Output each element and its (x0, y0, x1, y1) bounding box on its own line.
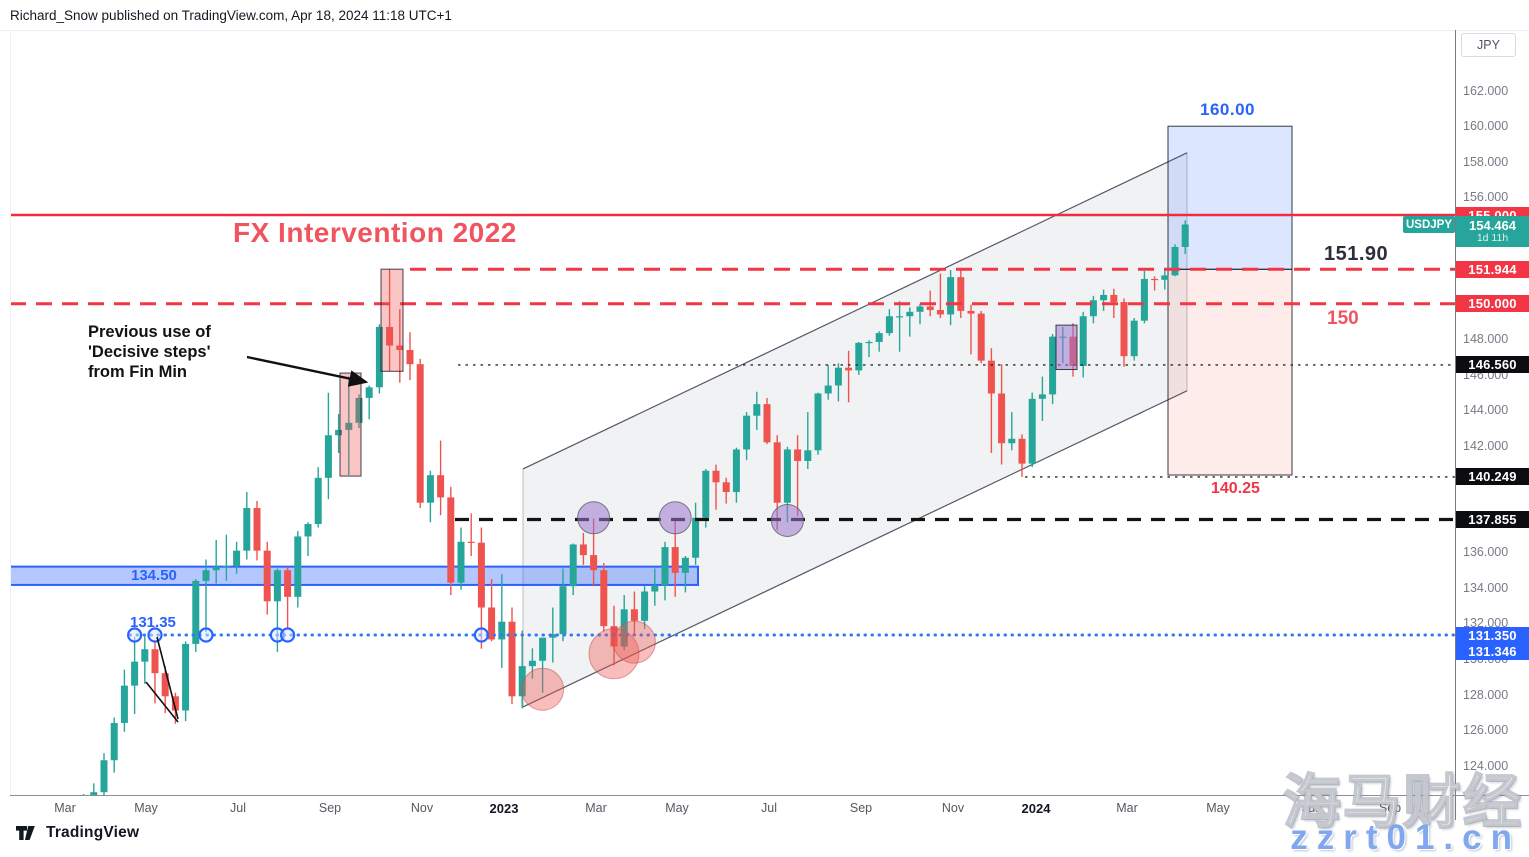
watermark-cjk: 海马财经 (1282, 769, 1523, 836)
last-price-value: 154.464 (1469, 217, 1516, 233)
last-price-badge: 154.464 1d 11h (1456, 216, 1529, 248)
target-160-label: 160.00 (1200, 100, 1255, 119)
price-level-badge-131.350: 131.350 (1456, 626, 1529, 644)
bar-countdown: 1d 11h (1476, 231, 1509, 244)
note-arrow (246, 355, 369, 387)
price-tick-label: 156.000 (1463, 190, 1509, 205)
level-140-25-label: 140.25 (1211, 480, 1260, 497)
price-tick-label: 124.000 (1463, 758, 1509, 773)
symbol-flag-usdjpy: USDJPY (1403, 216, 1455, 234)
time-axis-label: Jul (1302, 801, 1318, 815)
price-axis[interactable]: 162.000160.000158.000156.000154.000152.0… (1455, 30, 1529, 820)
price-chart-pane[interactable] (0, 30, 1529, 820)
blue-circle-marker (147, 627, 163, 643)
blue-circle-marker (280, 627, 296, 643)
price-tick-label: 160.000 (1463, 119, 1509, 134)
time-axis[interactable]: Mar May Jul Sep Nov 2023 Mar May Jul Sep Nov 2024 Ma… (0, 795, 1529, 821)
wedge-line (156, 636, 179, 720)
purple-circle-marker (770, 503, 804, 537)
demand-band-134-50 (10, 565, 699, 586)
risk-zone-140-25 (1167, 268, 1293, 476)
blue-circle-marker (198, 627, 214, 643)
fx-intervention-label: FX Intervention 2022 (233, 217, 517, 248)
time-axis-label: Nov (941, 801, 965, 815)
watermark-site: zzrt01.cn (1290, 818, 1521, 857)
time-axis-line (10, 795, 1529, 796)
price-level-badge-140.249: 140.249 (1456, 468, 1529, 486)
level-131-35-label: 131.35 (130, 614, 176, 631)
time-axis-label: Nov (410, 801, 434, 815)
decisive-steps-note: Previous use of 'Decisive steps' from Fi… (88, 323, 211, 381)
purple-circle-marker (658, 501, 692, 535)
blue-circle-marker (473, 627, 489, 643)
time-axis-label: May (134, 801, 158, 815)
tradingview-brand-text: TradingView (46, 824, 140, 841)
currency-selector-jpy[interactable]: JPY (1461, 33, 1516, 57)
price-level-badge-151.944: 151.944 (1456, 260, 1529, 278)
pink-circle-marker (588, 628, 640, 680)
price-axis-line (1455, 30, 1456, 820)
price-tick-label: 148.000 (1463, 332, 1509, 347)
price-tick-label: 142.000 (1463, 438, 1509, 453)
candlestick-series (82, 220, 1189, 795)
pink-circle-marker (521, 667, 565, 711)
price-level-badge-146.560: 146.560 (1456, 356, 1529, 374)
level-150-label: 150 (1327, 308, 1359, 329)
publish-byline: Richard_Snow published on TradingView.co… (10, 8, 452, 23)
price-level-badge-137.855: 137.855 (1456, 510, 1529, 528)
tradingview-brand-link[interactable]: TradingView (16, 824, 139, 842)
time-axis-label: Jul (230, 801, 246, 815)
time-axis-label: Jul (761, 801, 777, 815)
tradingview-logo-icon (16, 825, 39, 842)
purple-box (1055, 324, 1078, 371)
time-axis-label: Mar (54, 801, 76, 815)
band-134-50-label: 134.50 (131, 567, 177, 584)
plot-layers (10, 125, 1455, 795)
pink-circle-marker (612, 620, 656, 664)
time-axis-label: Mar (585, 801, 607, 815)
time-axis-label: Sep (1378, 801, 1402, 815)
blue-circle-marker (127, 627, 143, 643)
header-divider (0, 30, 1529, 31)
level-151-90-label: 151.90 (1324, 243, 1389, 265)
price-tick-label: 136.000 (1463, 545, 1509, 560)
plot-left-border (10, 31, 11, 795)
wedge-line (145, 681, 179, 723)
price-tick-label: 158.000 (1463, 154, 1509, 169)
purple-circle-marker (577, 501, 611, 535)
time-axis-label: 2023 (489, 801, 519, 816)
target-zone-160 (1167, 125, 1293, 270)
time-axis-label: Sep (318, 801, 342, 815)
price-tick-label: 126.000 (1463, 723, 1509, 738)
time-axis-label: 2024 (1021, 801, 1051, 816)
price-tick-label: 128.000 (1463, 687, 1509, 702)
price-level-badge-131.346: 131.346 (1456, 642, 1529, 660)
price-tick-label: 144.000 (1463, 403, 1509, 418)
intervention-box-1 (339, 372, 362, 477)
time-axis-label: Mar (1116, 801, 1138, 815)
intervention-box-2 (380, 268, 404, 372)
time-axis-label: May (665, 801, 689, 815)
price-tick-label: 162.000 (1463, 83, 1509, 98)
time-axis-label: Sep (849, 801, 873, 815)
price-tick-label: 134.000 (1463, 580, 1509, 595)
price-level-badge-150.000: 150.000 (1456, 295, 1529, 313)
time-axis-label: May (1206, 801, 1230, 815)
